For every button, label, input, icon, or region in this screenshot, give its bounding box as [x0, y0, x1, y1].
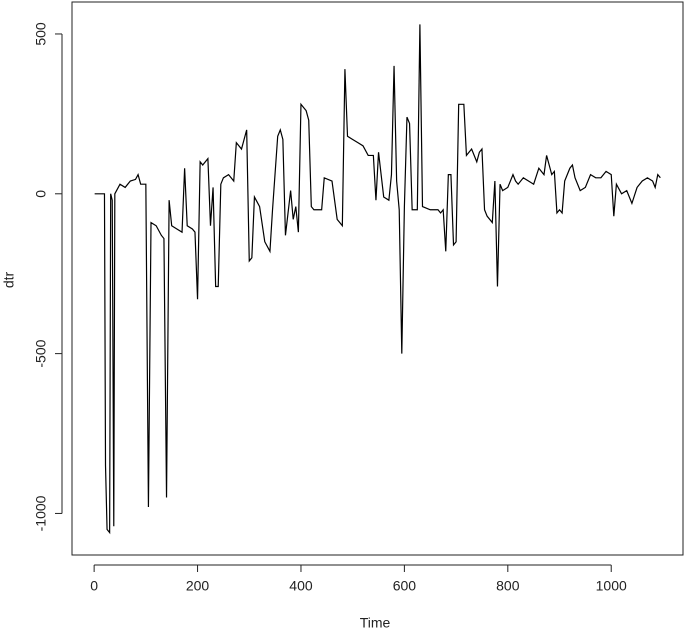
y-tick-label: -500 [33, 339, 49, 367]
y-axis-title: dtr [1, 271, 17, 288]
y-tick-label: 0 [33, 190, 49, 198]
plot-box [71, 1, 684, 556]
x-tick-label: 1000 [596, 578, 627, 594]
x-tick-label: 0 [90, 578, 98, 594]
x-tick-label: 200 [186, 578, 210, 594]
y-tick-label: -1000 [33, 495, 49, 531]
series-line [94, 24, 661, 535]
x-tick-label: 800 [496, 578, 520, 594]
y-tick-label: 500 [33, 22, 49, 46]
x-axis-title: Time [360, 615, 391, 631]
x-tick-label: 400 [289, 578, 313, 594]
x-tick-label: 600 [393, 578, 417, 594]
